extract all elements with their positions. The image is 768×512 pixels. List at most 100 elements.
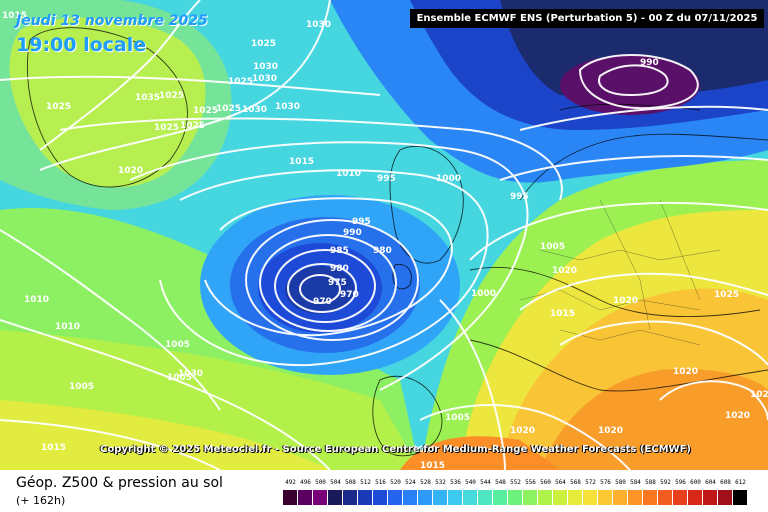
isobar-label: 990 — [640, 58, 659, 68]
isobar-label: 1030 — [253, 62, 278, 72]
isobar-label: 1025 — [180, 121, 205, 131]
legend-entry: 520 — [388, 479, 403, 505]
isobar-label: 975 — [328, 278, 347, 288]
isobar-label: 1020 — [750, 390, 768, 400]
legend-value: 504 — [330, 479, 341, 486]
legend-swatch — [373, 490, 388, 505]
legend-entry: 532 — [433, 479, 448, 505]
legend-value: 500 — [315, 479, 326, 486]
color-scale-legend: 492 496 500 504 508 512 516 520 524 528 532 536 540 5… — [283, 479, 748, 505]
isobar-label: 1030 — [242, 105, 267, 115]
legend-entry: 508 — [343, 479, 358, 505]
legend-swatch — [703, 490, 718, 505]
isobar-label: 1005 — [445, 413, 470, 423]
legend-swatch — [448, 490, 463, 505]
legend-entry: 560 — [538, 479, 553, 505]
legend-value: 576 — [600, 479, 611, 486]
lead-time: (+ 162h) — [16, 494, 66, 507]
legend-swatch — [463, 490, 478, 505]
legend-swatch — [658, 490, 673, 505]
legend-swatch — [328, 490, 343, 505]
legend-swatch — [508, 490, 523, 505]
legend-entry: 528 — [418, 479, 433, 505]
isobar-label: 1025 — [216, 104, 241, 114]
legend-value: 528 — [420, 479, 431, 486]
legend-value: 608 — [720, 479, 731, 486]
isobar-label: 1020 — [118, 166, 143, 176]
field-yellow-sw — [0, 400, 330, 470]
legend-value: 600 — [690, 479, 701, 486]
legend-entry: 600 — [688, 479, 703, 505]
isobar-label: 1030 — [306, 20, 331, 30]
legend-swatch — [523, 490, 538, 505]
legend-swatch — [568, 490, 583, 505]
field-purple-core — [560, 55, 700, 115]
isobar-label: 1025 — [714, 290, 739, 300]
isobar-label: 995 — [510, 192, 529, 202]
legend-value: 552 — [510, 479, 521, 486]
isobar-label: 1010 — [24, 295, 49, 305]
legend-value: 512 — [360, 479, 371, 486]
legend-entry: 496 — [298, 479, 313, 505]
isobar-label: 1020 — [725, 411, 750, 421]
legend-entry: 596 — [673, 479, 688, 505]
legend-entry: 524 — [403, 479, 418, 505]
isobar-label: 1035 — [135, 93, 160, 103]
legend-value: 588 — [645, 479, 656, 486]
isobar-label: 985 — [330, 246, 349, 256]
legend-value: 548 — [495, 479, 506, 486]
isobar-label: 1025 — [154, 123, 179, 133]
isobar-label: 970 — [313, 297, 332, 307]
legend-value: 564 — [555, 479, 566, 486]
isobar-label: 995 — [352, 217, 371, 227]
field-deep-orange — [540, 369, 768, 470]
isobar-label: 1010 — [55, 322, 80, 332]
isobar-label: 1020 — [613, 296, 638, 306]
isobar-label: 1025 — [159, 91, 184, 101]
legend-swatch — [478, 490, 493, 505]
isobar-label: 1025 — [46, 102, 71, 112]
legend-value: 520 — [390, 479, 401, 486]
legend-entry: 564 — [553, 479, 568, 505]
legend-value: 596 — [675, 479, 686, 486]
legend-entry: 604 — [703, 479, 718, 505]
legend-entry: 540 — [463, 479, 478, 505]
legend-swatch — [538, 490, 553, 505]
legend-entry: 536 — [448, 479, 463, 505]
legend-swatch — [418, 490, 433, 505]
legend-value: 508 — [345, 479, 356, 486]
legend-value: 604 — [705, 479, 716, 486]
legend-swatch — [283, 490, 298, 505]
legend-entry: 492 — [283, 479, 298, 505]
legend-swatch — [643, 490, 658, 505]
isobar-label: 980 — [373, 246, 392, 256]
legend-entry: 500 — [313, 479, 328, 505]
forecast-date: Jeudi 13 novembre 2025 — [16, 13, 208, 29]
legend-value: 592 — [660, 479, 671, 486]
legend-swatch — [553, 490, 568, 505]
coastlines — [26, 27, 768, 457]
field-orange-south — [400, 436, 560, 470]
isobar-label: 1015 — [289, 157, 314, 167]
legend-value: 496 — [300, 479, 311, 486]
legend-entry: 584 — [628, 479, 643, 505]
isobars — [0, 0, 768, 470]
legend-entry: 552 — [508, 479, 523, 505]
legend-value: 584 — [630, 479, 641, 486]
legend-swatch — [628, 490, 643, 505]
isobar-label: 1025 — [193, 106, 218, 116]
isobar-label: 1020 — [598, 426, 623, 436]
legend-value: 524 — [405, 479, 416, 486]
isobar-label: 980 — [330, 264, 349, 274]
legend-entry: 548 — [493, 479, 508, 505]
legend-value: 612 — [735, 479, 746, 486]
legend-value: 540 — [465, 479, 476, 486]
isobar-label: 990 — [343, 228, 362, 238]
legend-entry: 512 — [358, 479, 373, 505]
legend-value: 536 — [450, 479, 461, 486]
legend-value: 544 — [480, 479, 491, 486]
legend-entry: 608 — [718, 479, 733, 505]
